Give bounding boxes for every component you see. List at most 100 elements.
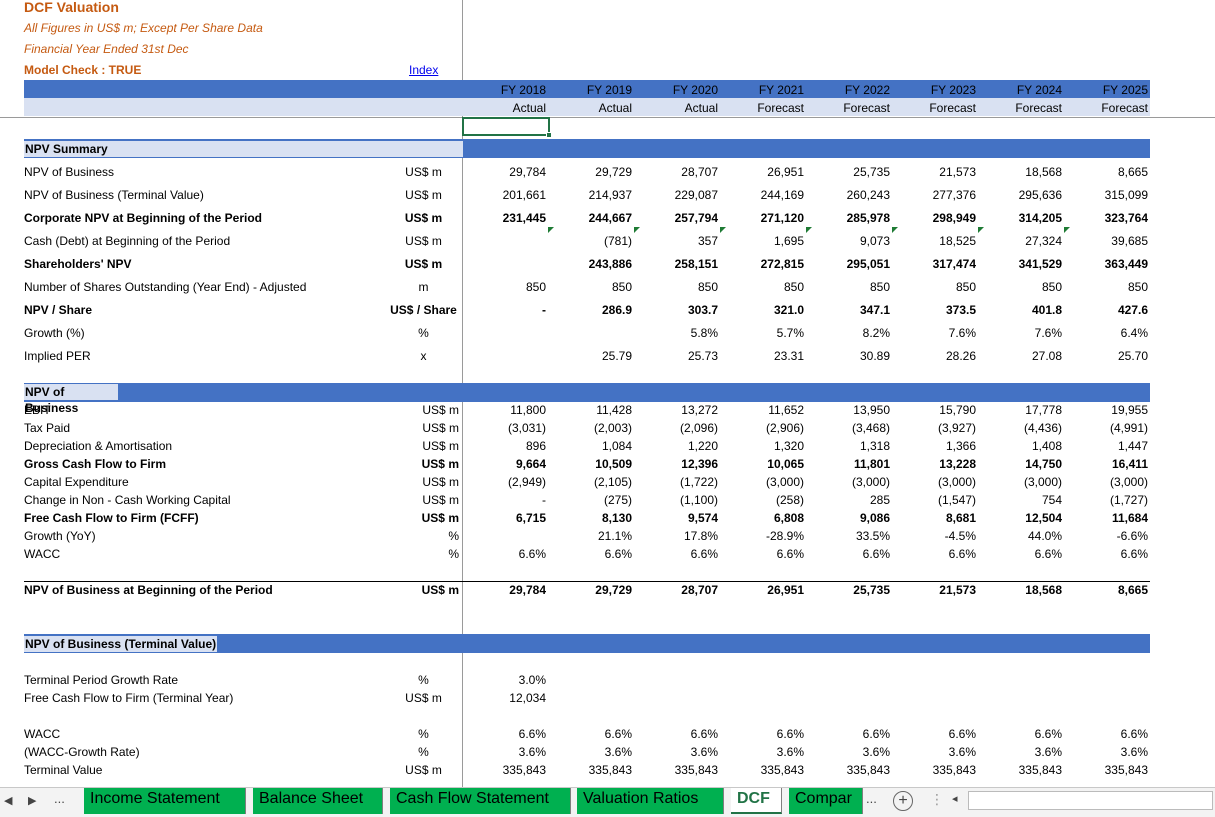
value-cell[interactable]: (1,722) xyxy=(679,475,718,489)
value-cell[interactable]: 201,661 xyxy=(502,188,546,202)
splitter-handle-icon[interactable]: ⋮ xyxy=(930,791,944,807)
value-cell[interactable]: 6.6% xyxy=(1034,727,1062,741)
row-label[interactable]: Gross Cash Flow to Firm xyxy=(24,457,167,471)
value-cell[interactable]: 3.6% xyxy=(948,745,976,759)
value-cell[interactable]: 335,843 xyxy=(846,763,890,777)
value-cell[interactable]: 373.5 xyxy=(945,303,976,317)
value-cell[interactable]: 6.6% xyxy=(862,547,890,561)
value-cell[interactable]: (4,436) xyxy=(1023,421,1062,435)
value-cell[interactable]: (2,906) xyxy=(765,421,804,435)
value-cell[interactable]: 6,715 xyxy=(515,511,546,525)
row-label[interactable]: Terminal Value xyxy=(24,763,103,777)
value-cell[interactable]: 3.6% xyxy=(862,745,890,759)
row-unit[interactable]: US$ m xyxy=(405,691,442,705)
value-cell[interactable]: (275) xyxy=(603,493,632,507)
value-cell[interactable]: 25,735 xyxy=(853,165,890,179)
value-cell[interactable]: 12,504 xyxy=(1025,511,1062,525)
value-cell[interactable]: (2,105) xyxy=(593,475,632,489)
value-cell[interactable]: 286.9 xyxy=(601,303,632,317)
value-cell[interactable]: 6.6% xyxy=(776,727,804,741)
value-cell[interactable]: 8,665 xyxy=(1117,165,1148,179)
row-unit[interactable]: US$ m xyxy=(404,211,443,225)
value-cell[interactable]: (3,000) xyxy=(1109,475,1148,489)
value-cell[interactable]: 6,808 xyxy=(773,511,804,525)
value-cell[interactable]: 12,034 xyxy=(509,691,546,705)
value-cell[interactable]: 298,949 xyxy=(932,211,976,225)
value-cell[interactable]: 317,474 xyxy=(932,257,976,271)
value-cell[interactable]: 323,764 xyxy=(1104,211,1148,225)
sheet-tab[interactable]: Income Statement xyxy=(84,788,246,814)
row-label[interactable]: (WACC-Growth Rate) xyxy=(24,745,140,759)
value-cell[interactable]: 7.6% xyxy=(1034,326,1062,340)
value-cell[interactable]: 8.2% xyxy=(862,326,890,340)
value-cell[interactable]: 3.6% xyxy=(518,745,546,759)
value-cell[interactable]: 244,169 xyxy=(760,188,804,202)
value-cell[interactable]: 6.6% xyxy=(1120,547,1148,561)
sheet-tab[interactable]: Compar xyxy=(789,788,863,814)
value-cell[interactable]: - xyxy=(542,493,546,507)
add-sheet-icon[interactable]: + xyxy=(893,791,913,811)
value-cell[interactable]: 850 xyxy=(611,280,632,294)
value-cell[interactable]: 25,735 xyxy=(853,583,890,597)
value-cell[interactable]: 214,937 xyxy=(588,188,632,202)
value-cell[interactable]: 18,568 xyxy=(1025,165,1062,179)
value-cell[interactable]: (3,031) xyxy=(507,421,546,435)
value-cell[interactable]: 27,324 xyxy=(1025,234,1062,248)
value-cell[interactable]: 39,685 xyxy=(1111,234,1148,248)
value-cell[interactable]: 1,318 xyxy=(859,439,890,453)
value-cell[interactable]: 295,636 xyxy=(1018,188,1062,202)
value-cell[interactable]: (3,000) xyxy=(937,475,976,489)
value-cell[interactable]: 401.8 xyxy=(1031,303,1062,317)
value-cell[interactable]: 23.31 xyxy=(773,349,804,363)
value-cell[interactable]: 3.6% xyxy=(1120,745,1148,759)
value-cell[interactable]: 21,573 xyxy=(939,583,976,597)
row-label[interactable]: NPV of Business at Beginning of the Peri… xyxy=(24,583,273,597)
value-cell[interactable]: 26,951 xyxy=(767,165,804,179)
value-cell[interactable]: 1,447 xyxy=(1117,439,1148,453)
value-cell[interactable]: 8,681 xyxy=(945,511,976,525)
value-cell[interactable]: 6.6% xyxy=(604,547,632,561)
value-cell[interactable]: 295,051 xyxy=(846,257,890,271)
row-label[interactable]: WACC xyxy=(24,727,61,741)
value-cell[interactable]: 19,955 xyxy=(1111,403,1148,417)
row-unit[interactable]: US$ m xyxy=(421,511,459,525)
row-unit[interactable]: US$ m xyxy=(405,188,442,202)
sheet-tab[interactable]: Balance Sheet xyxy=(253,788,383,814)
value-cell[interactable]: 17.8% xyxy=(683,529,718,543)
spreadsheet-grid[interactable]: DCF Valuation All Figures in US$ m; Exce… xyxy=(0,0,1215,787)
value-cell[interactable]: 6.6% xyxy=(518,727,546,741)
value-cell[interactable]: 850 xyxy=(1127,280,1148,294)
value-cell[interactable]: 30.89 xyxy=(859,349,890,363)
error-indicator-icon[interactable] xyxy=(806,227,812,233)
value-cell[interactable]: 1,408 xyxy=(1031,439,1062,453)
value-cell[interactable]: 850 xyxy=(697,280,718,294)
fill-handle[interactable] xyxy=(546,132,552,138)
row-unit[interactable]: % xyxy=(448,547,459,561)
row-label[interactable]: Growth (YoY) xyxy=(24,529,96,543)
row-label[interactable]: Corporate NPV at Beginning of the Period xyxy=(24,211,263,225)
value-cell[interactable]: 8,130 xyxy=(601,511,632,525)
row-unit[interactable]: US$ m xyxy=(405,165,442,179)
value-cell[interactable]: 18,525 xyxy=(939,234,976,248)
value-cell[interactable]: 29,784 xyxy=(509,583,546,597)
value-cell[interactable]: 6.6% xyxy=(862,727,890,741)
value-cell[interactable]: 28,707 xyxy=(681,165,718,179)
value-cell[interactable]: 341,529 xyxy=(1018,257,1062,271)
row-label[interactable]: NPV / Share xyxy=(24,303,93,317)
sheet-tab[interactable]: Valuation Ratios xyxy=(577,788,724,814)
value-cell[interactable]: 6.4% xyxy=(1120,326,1148,340)
row-unit[interactable]: % xyxy=(448,529,459,543)
hscroll-left-icon[interactable]: ◂ xyxy=(952,793,958,805)
error-indicator-icon[interactable] xyxy=(548,227,554,233)
horizontal-scrollbar[interactable] xyxy=(968,791,1213,810)
value-cell[interactable]: 335,843 xyxy=(502,763,546,777)
value-cell[interactable]: 335,843 xyxy=(1104,763,1148,777)
row-unit[interactable]: US$ m xyxy=(421,583,459,597)
value-cell[interactable]: 11,652 xyxy=(768,403,804,417)
value-cell[interactable]: 258,151 xyxy=(674,257,718,271)
value-cell[interactable]: 754 xyxy=(1041,493,1062,507)
value-cell[interactable]: 6.6% xyxy=(1034,547,1062,561)
value-cell[interactable]: (4,991) xyxy=(1109,421,1148,435)
value-cell[interactable]: 7.6% xyxy=(948,326,976,340)
row-label[interactable]: Capital Expenditure xyxy=(24,475,129,489)
